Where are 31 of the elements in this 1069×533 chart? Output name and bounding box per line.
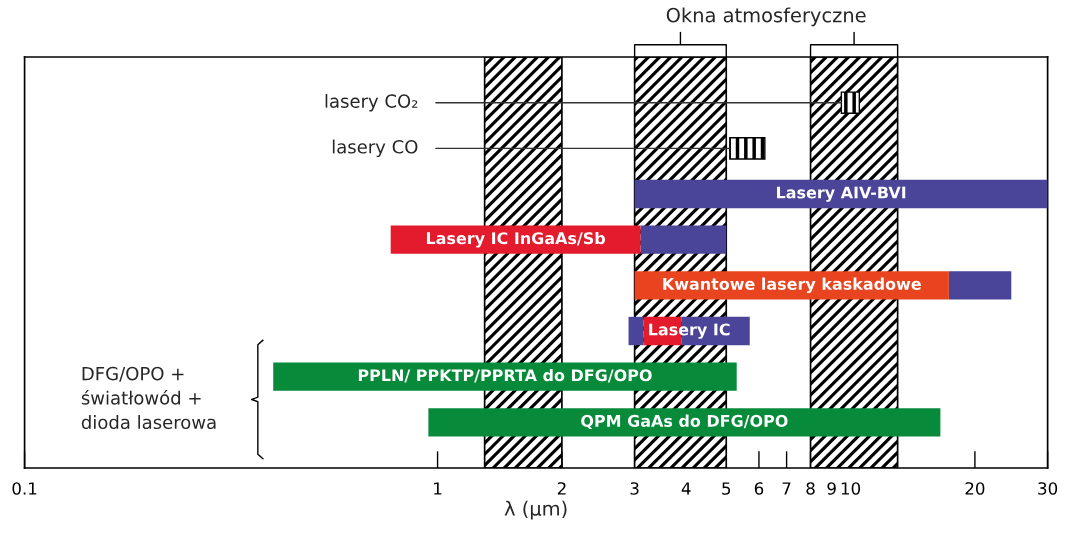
- x-tick-label: 9: [827, 482, 836, 495]
- x-tick-label: 2: [557, 482, 566, 495]
- annotation: DFG/OPO + światłowód + dioda laserowa: [81, 366, 216, 430]
- x-axis-title: λ (µm): [504, 500, 567, 520]
- bar: [840, 91, 861, 115]
- data-label: Kwantowe lasery kaskadowe: [663, 277, 921, 294]
- bar: [729, 137, 766, 160]
- data-label: Lasery AIV-BVI: [777, 186, 906, 202]
- bar: [634, 179, 1048, 209]
- x-tick-label: 5: [722, 482, 731, 495]
- x-tick-label: 0.1: [12, 482, 37, 495]
- text: lasery CO: [332, 139, 418, 158]
- bar: [273, 362, 737, 391]
- bar: [948, 271, 1012, 300]
- x-tick-label: 4: [681, 482, 691, 495]
- data-label: PPLN/ PPKTP/PPRTA do DFG/OPO: [358, 368, 652, 383]
- text: Okna atmosferyczne: [666, 7, 866, 27]
- x-tick-label: 8: [806, 482, 815, 495]
- x-tick-label: 10: [841, 482, 861, 495]
- x-tick-label: 20: [965, 482, 985, 495]
- data-label: QPM GaAs do DFG/OPO: [581, 414, 788, 430]
- bar: [640, 225, 727, 254]
- text: lasery CO₂: [325, 93, 418, 112]
- bar: [428, 408, 941, 437]
- bar: [628, 316, 644, 346]
- x-tick-label: 1: [434, 482, 442, 495]
- x-tick-label: 30: [1038, 482, 1058, 495]
- x-tick-label: 7: [782, 482, 791, 495]
- x-tick-label: 3: [630, 482, 639, 495]
- x-tick-label: 6: [754, 482, 764, 495]
- data-label: Lasery IC InGaAs/Sb: [426, 231, 605, 248]
